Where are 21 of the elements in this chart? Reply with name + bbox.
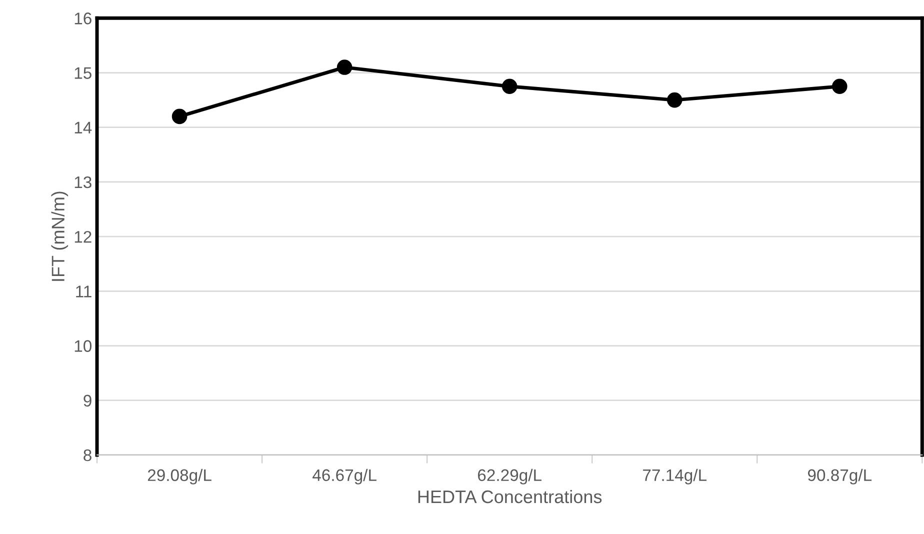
x-axis-title: HEDTA Concentrations — [418, 490, 602, 504]
y-tick-label: 10 — [74, 340, 92, 352]
x-tick-label: 62.29g/L — [478, 468, 542, 484]
y-tick-label: 9 — [84, 394, 92, 407]
y-tick-label: 16 — [74, 12, 92, 24]
point — [336, 60, 352, 75]
y-tick-label: 14 — [74, 122, 92, 134]
x-tick-label: 90.87g/L — [808, 468, 872, 484]
point — [832, 78, 848, 94]
y-tick-label: 13 — [74, 176, 92, 188]
y-tick-label: 11 — [76, 286, 92, 298]
point — [502, 78, 518, 94]
y-tick-label: 8 — [84, 449, 92, 462]
x-tick-label: 46.67g/L — [312, 468, 376, 484]
point — [666, 92, 682, 108]
y-tick-label: 12 — [74, 230, 92, 243]
x-tick-label: 29.08g/L — [148, 468, 212, 484]
y-tick-label: 15 — [74, 67, 92, 79]
point — [172, 108, 188, 124]
y-axis-title: IFT (mN/m) — [51, 192, 68, 281]
x-tick-label: 77.14g/L — [643, 468, 706, 484]
